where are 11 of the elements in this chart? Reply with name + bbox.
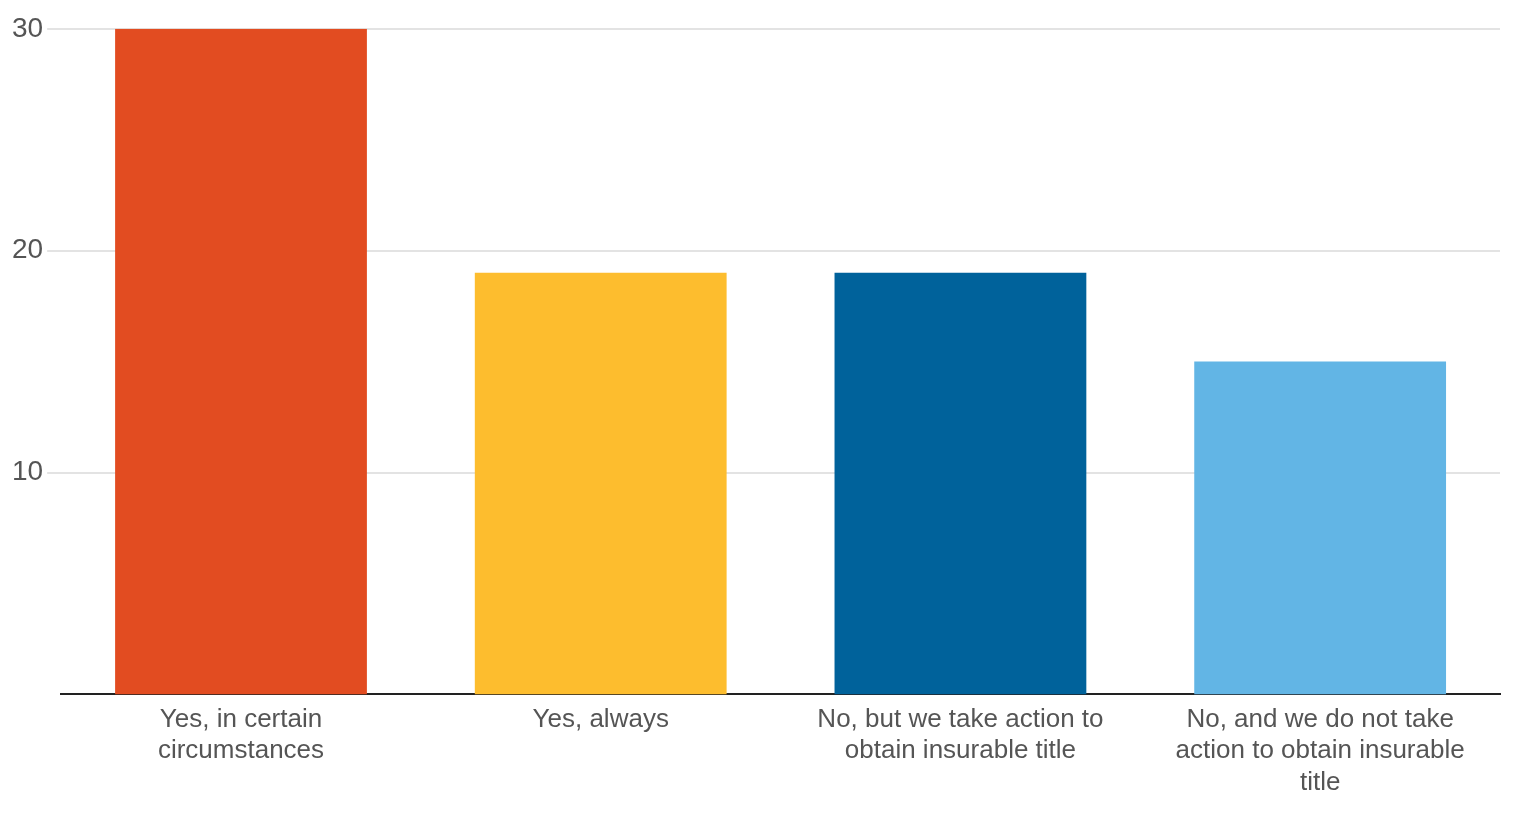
bar [1194,361,1447,695]
x-tick-label: No, and we do not take action to obtain insurable title [1175,703,1465,796]
y-tick-label: 20 [11,233,44,265]
x-tick-label: Yes, in certain circumstances [157,703,325,765]
y-tick-label: 10 [11,455,44,487]
bar [474,272,727,695]
bar [834,272,1087,695]
x-tick-label: No, but we take action to obtain insurable title [817,703,1104,765]
y-tick-label: 30 [11,11,44,43]
bar [115,28,367,695]
x-tick-label: Yes, always [532,703,669,734]
